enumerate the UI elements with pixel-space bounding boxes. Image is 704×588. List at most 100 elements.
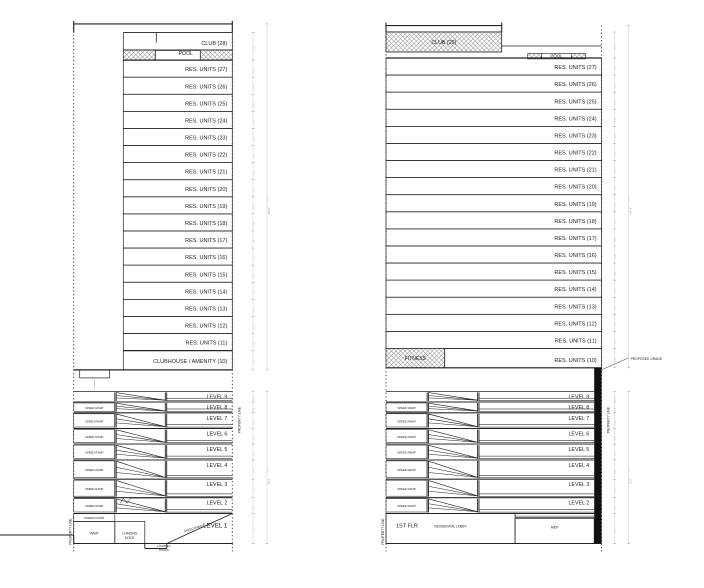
svg-text:LEVEL 2: LEVEL 2 xyxy=(568,501,589,507)
svg-text:9'-0": 9'-0" xyxy=(253,407,255,411)
svg-text:SPEED RAMP: SPEED RAMP xyxy=(85,504,103,508)
svg-text:RES. UNITS (11): RES. UNITS (11) xyxy=(186,341,228,347)
svg-text:9'-0": 9'-0" xyxy=(253,171,255,175)
svg-text:72'-6": 72'-6" xyxy=(268,478,271,484)
svg-text:CLUB (28): CLUB (28) xyxy=(201,41,227,47)
svg-text:9'-0": 9'-0" xyxy=(615,134,617,138)
svg-text:9'-0": 9'-0" xyxy=(253,205,255,209)
svg-text:9'-0": 9'-0" xyxy=(615,66,617,70)
svg-text:9'-0": 9'-0" xyxy=(253,436,255,440)
svg-text:9'-0": 9'-0" xyxy=(615,528,617,532)
svg-text:9'-0": 9'-0" xyxy=(253,342,255,346)
svg-text:9'-0": 9'-0" xyxy=(253,154,255,158)
svg-text:9'-0": 9'-0" xyxy=(253,488,255,492)
svg-text:TRUCK: TRUCK xyxy=(159,548,169,552)
svg-text:SPEED RAMP: SPEED RAMP xyxy=(397,435,415,439)
svg-text:9'-0": 9'-0" xyxy=(615,469,617,473)
svg-text:DOCK: DOCK xyxy=(125,536,136,540)
svg-text:9'-0": 9'-0" xyxy=(253,137,255,141)
svg-text:PROPERTY LINE: PROPERTY LINE xyxy=(237,406,241,433)
svg-text:RES. UNITS (21): RES. UNITS (21) xyxy=(554,168,596,174)
svg-text:9'-0": 9'-0" xyxy=(615,203,617,207)
svg-text:9'-0": 9'-0" xyxy=(615,254,617,258)
svg-text:LEVEL 9: LEVEL 9 xyxy=(207,394,228,400)
svg-text:9'-0": 9'-0" xyxy=(615,305,617,309)
svg-text:LEVEL 4: LEVEL 4 xyxy=(568,463,589,469)
svg-text:RES. UNITS (14): RES. UNITS (14) xyxy=(554,287,596,293)
svg-text:RES. UNITS (22): RES. UNITS (22) xyxy=(185,153,227,159)
svg-text:RES. UNITS (13): RES. UNITS (13) xyxy=(554,304,596,310)
svg-text:9'-0": 9'-0" xyxy=(253,528,255,532)
svg-text:RES. UNITS (18): RES. UNITS (18) xyxy=(554,219,596,225)
svg-text:PROPERTY LINE: PROPERTY LINE xyxy=(381,518,385,545)
svg-text:RESIDENTIAL LOBBY: RESIDENTIAL LOBBY xyxy=(434,525,467,529)
svg-text:RES. UNITS (20): RES. UNITS (20) xyxy=(554,185,596,191)
svg-text:RES. UNITS (15): RES. UNITS (15) xyxy=(185,272,227,278)
svg-text:RES. UNITS (10): RES. UNITS (10) xyxy=(554,358,596,364)
svg-text:RES. UNITS (21): RES. UNITS (21) xyxy=(185,170,227,176)
svg-text:RES. UNITS (25): RES. UNITS (25) xyxy=(185,101,227,107)
svg-text:SPEED RAMP: SPEED RAMP xyxy=(397,406,415,410)
svg-text:9'-0": 9'-0" xyxy=(615,436,617,440)
svg-text:LEVEL 3: LEVEL 3 xyxy=(207,482,228,488)
svg-text:PROPOSED GRADE: PROPOSED GRADE xyxy=(631,357,663,361)
svg-text:9'-0": 9'-0" xyxy=(253,420,255,424)
svg-text:SPEED RAMP: SPEED RAMP xyxy=(397,468,415,472)
svg-text:SPEED RAMP: SPEED RAMP xyxy=(397,419,415,423)
svg-text:9'-0": 9'-0" xyxy=(253,396,255,400)
svg-text:9'-0": 9'-0" xyxy=(615,45,617,49)
svg-text:CLUB (29): CLUB (29) xyxy=(431,40,456,46)
svg-text:9'-0": 9'-0" xyxy=(615,83,617,87)
svg-text:1ST FLR: 1ST FLR xyxy=(396,524,418,530)
svg-text:SPEED RAMP: SPEED RAMP xyxy=(85,406,103,410)
svg-text:RES. UNITS (23): RES. UNITS (23) xyxy=(554,133,596,139)
svg-text:9'-0": 9'-0" xyxy=(615,322,617,326)
svg-text:RES. UNITS (24): RES. UNITS (24) xyxy=(554,116,596,122)
svg-text:9'-0": 9'-0" xyxy=(615,488,617,492)
svg-text:9'-0": 9'-0" xyxy=(253,46,255,50)
svg-text:RES. UNITS (17): RES. UNITS (17) xyxy=(554,236,596,242)
svg-text:9'-0": 9'-0" xyxy=(253,256,255,260)
svg-text:FITNESS: FITNESS xyxy=(405,356,427,362)
svg-text:RES. UNITS (17): RES. UNITS (17) xyxy=(185,238,227,244)
svg-text:RES. UNITS (13): RES. UNITS (13) xyxy=(185,306,227,312)
svg-text:PROPERTY LINE: PROPERTY LINE xyxy=(69,518,73,545)
svg-text:9'-0": 9'-0" xyxy=(253,360,255,364)
svg-text:LEVEL 7: LEVEL 7 xyxy=(207,416,228,422)
svg-text:LEVEL 8: LEVEL 8 xyxy=(568,405,589,411)
svg-text:LEVEL 1: LEVEL 1 xyxy=(203,523,228,530)
svg-text:RES. UNITS (26): RES. UNITS (26) xyxy=(185,84,227,90)
svg-text:9'-0": 9'-0" xyxy=(615,186,617,190)
svg-text:RES. UNITS (27): RES. UNITS (27) xyxy=(554,65,596,71)
svg-text:LEVEL 9: LEVEL 9 xyxy=(568,394,589,400)
svg-text:9'-0": 9'-0" xyxy=(615,407,617,411)
svg-text:9'-0": 9'-0" xyxy=(253,505,255,509)
svg-text:RES. UNITS (11): RES. UNITS (11) xyxy=(555,339,597,345)
svg-text:SPEED RAMP: SPEED RAMP xyxy=(85,451,103,455)
svg-text:9'-0": 9'-0" xyxy=(253,273,255,277)
svg-text:SPEED RAMP: SPEED RAMP xyxy=(397,451,415,455)
svg-text:9'-0": 9'-0" xyxy=(615,152,617,156)
svg-text:9'-0": 9'-0" xyxy=(629,196,631,200)
svg-text:LEVEL 5: LEVEL 5 xyxy=(207,447,228,453)
svg-text:SPEED RAMP: SPEED RAMP xyxy=(84,516,104,520)
svg-text:LEVEL 4: LEVEL 4 xyxy=(207,463,228,469)
svg-text:9'-0": 9'-0" xyxy=(615,420,617,424)
svg-text:9'-0": 9'-0" xyxy=(615,220,617,224)
svg-text:9'-0": 9'-0" xyxy=(615,358,617,362)
svg-text:9'-0": 9'-0" xyxy=(253,222,255,226)
svg-text:LEVEL 5: LEVEL 5 xyxy=(568,447,589,453)
svg-text:WEP: WEP xyxy=(90,531,99,536)
svg-text:LEVEL 3: LEVEL 3 xyxy=(568,482,589,488)
svg-text:9'-0": 9'-0" xyxy=(253,239,255,243)
svg-text:9'-0": 9'-0" xyxy=(253,68,255,72)
svg-text:9'-0": 9'-0" xyxy=(253,452,255,456)
svg-text:SPEED RAMP: SPEED RAMP xyxy=(85,435,103,439)
svg-text:9'-0": 9'-0" xyxy=(253,469,255,473)
svg-text:9'-0": 9'-0" xyxy=(267,196,269,200)
svg-text:RES. UNITS (19): RES. UNITS (19) xyxy=(554,202,596,208)
svg-text:9'-0": 9'-0" xyxy=(615,452,617,456)
svg-text:LEVEL 2: LEVEL 2 xyxy=(207,501,228,507)
svg-text:SPEED RAMP: SPEED RAMP xyxy=(85,419,103,423)
svg-text:9'-0": 9'-0" xyxy=(615,340,617,344)
